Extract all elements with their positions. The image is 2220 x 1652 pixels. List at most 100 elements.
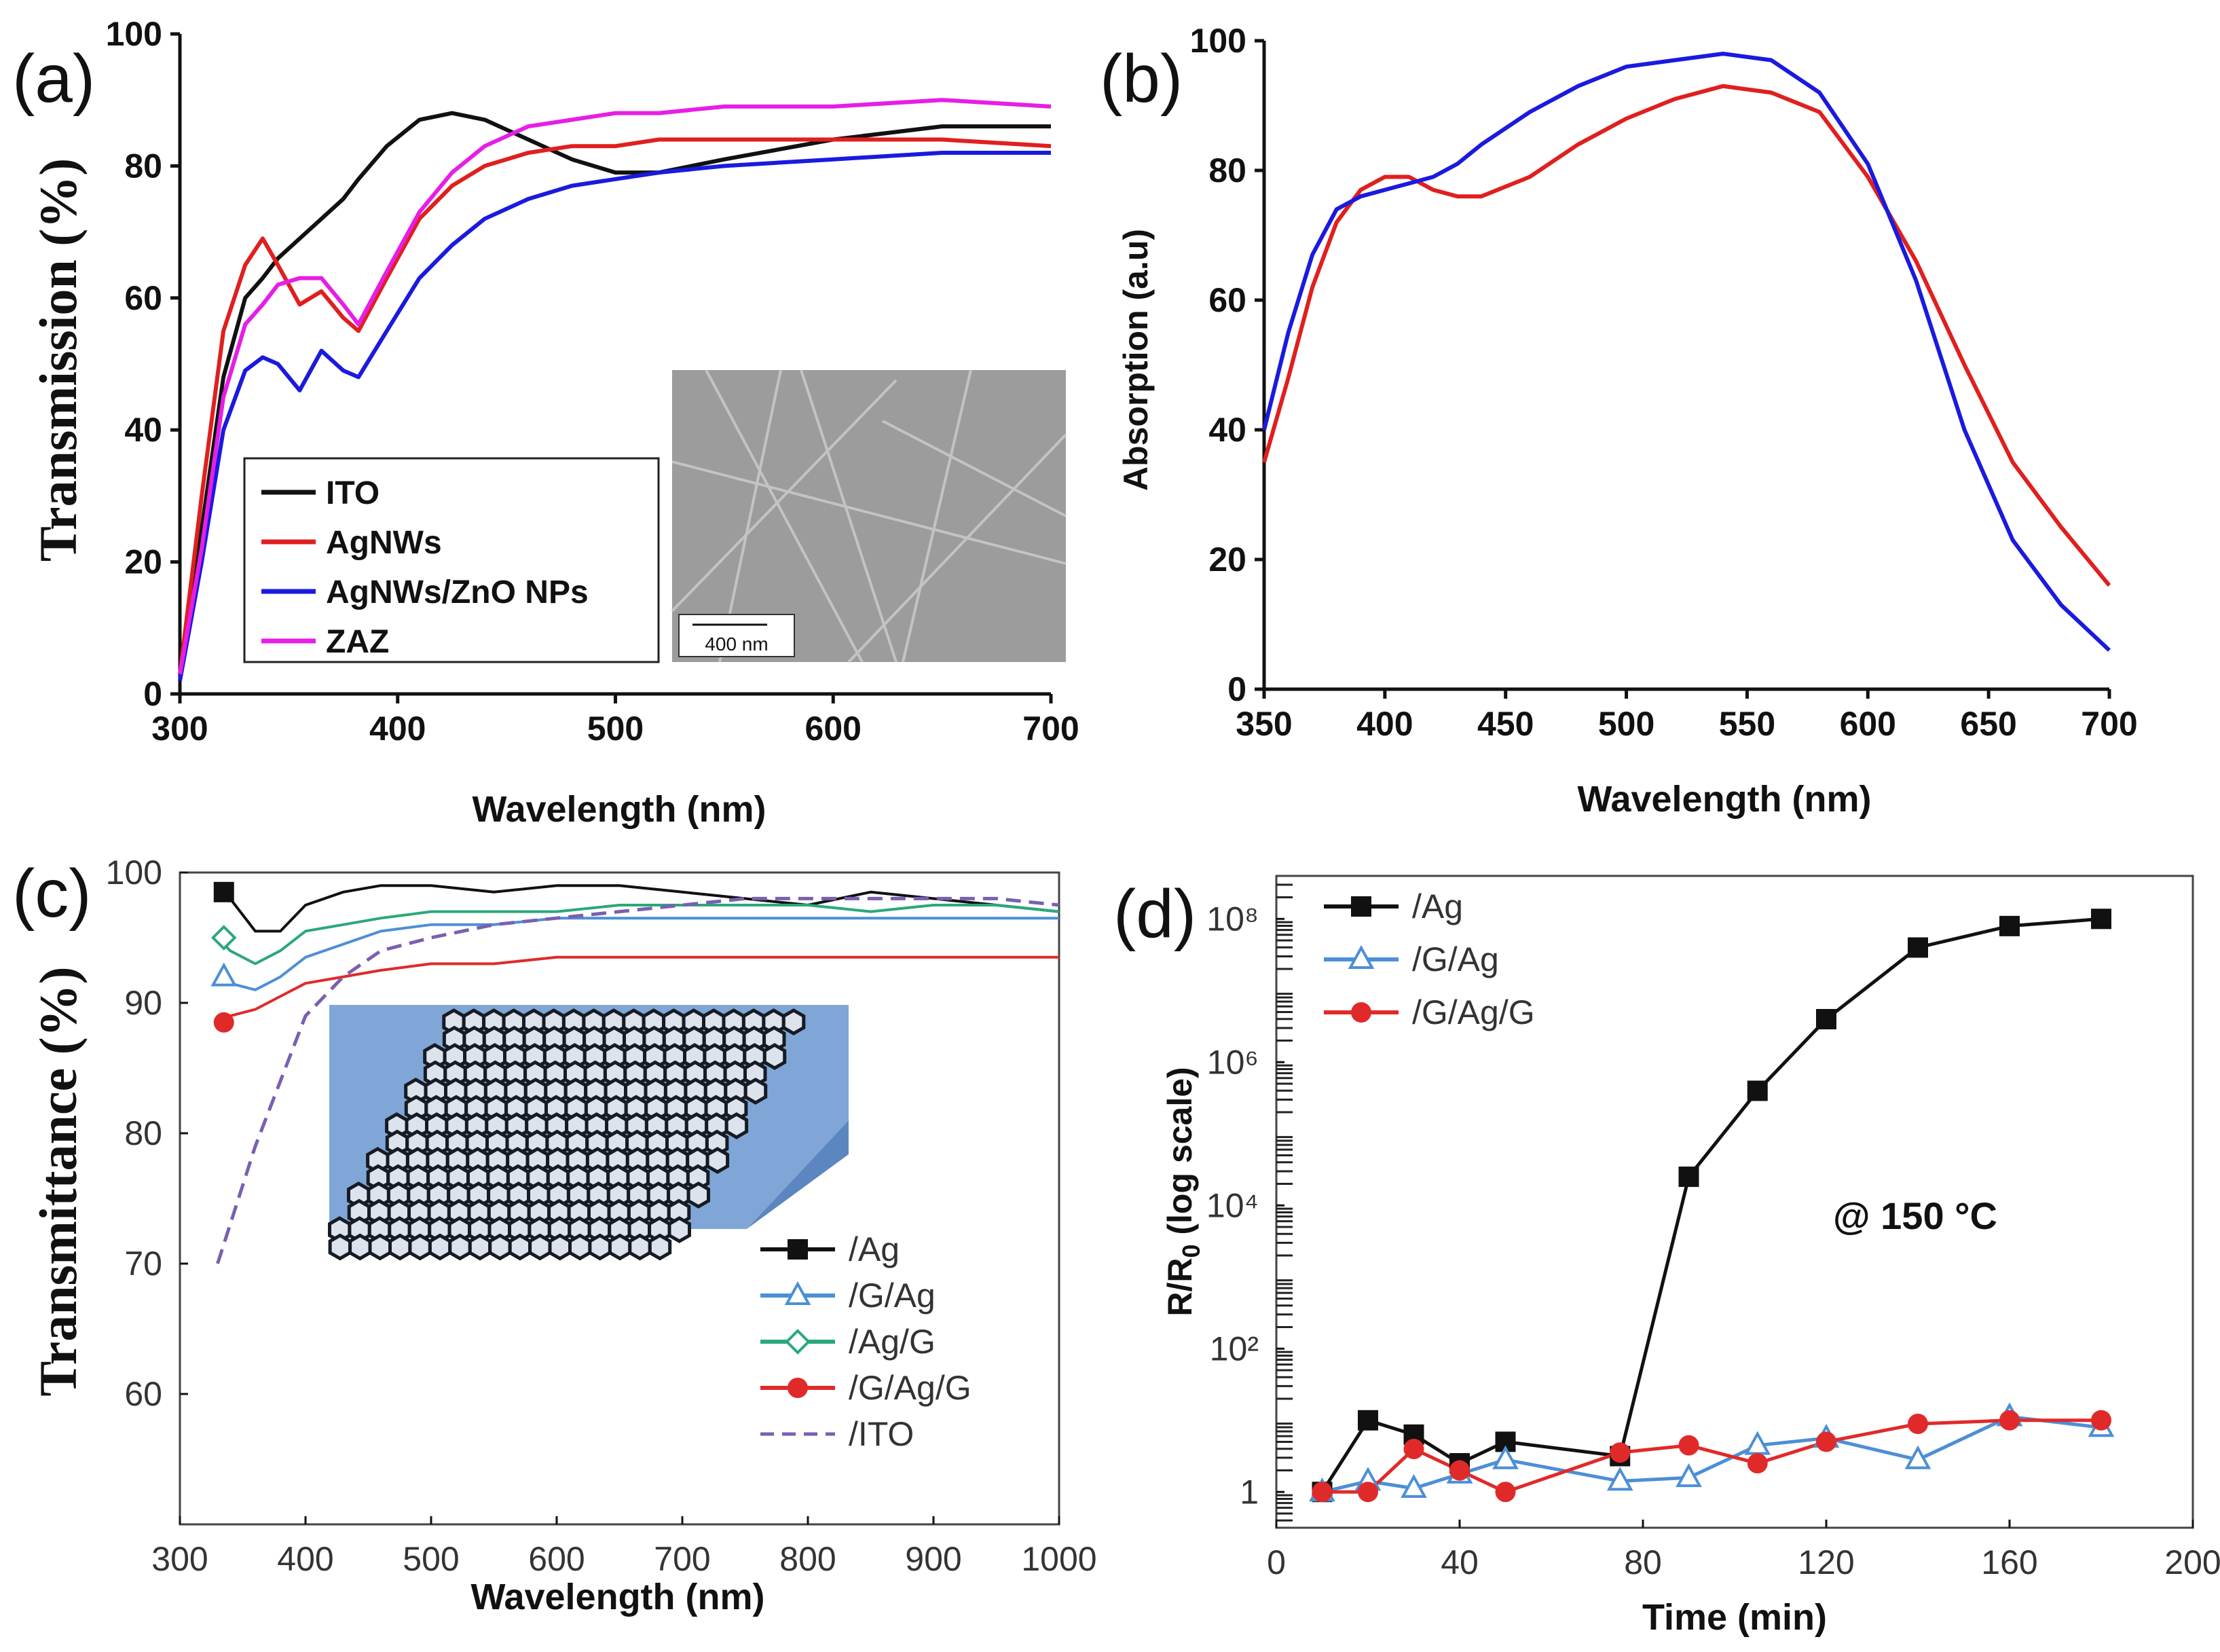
y-tick-label-c: 70: [124, 1245, 162, 1283]
x-tick-label-c: 300: [151, 1540, 208, 1578]
legend-label-d-1: /G/Ag: [1412, 940, 1499, 978]
ylabel-d: R/R0 (log scale): [1161, 1067, 1205, 1316]
data-marker-c-0: [213, 881, 234, 902]
chart-b: Wavelength (nm) Absorption (a.u) 350 400 4…: [1117, 22, 2138, 820]
x-tick-label-b: 450: [1477, 705, 1534, 743]
legend-label-a-2: AgNWs/ZnO NPs: [326, 574, 589, 610]
y-tick-label-a: 80: [124, 147, 162, 185]
data-marker-d-2: [1449, 1460, 1470, 1481]
legend-label-c-0: /Ag: [849, 1230, 900, 1268]
y-tick-label-b: 20: [1208, 540, 1246, 579]
series-line-a-0: [178, 111, 1051, 675]
legend-label-c-1: /G/Ag: [849, 1277, 936, 1315]
legend-marker-d-1: [1348, 944, 1375, 969]
data-marker-d-2: [1403, 1438, 1424, 1459]
x-tick-label-c: 900: [905, 1540, 961, 1578]
xlabel-b: Wavelength (nm): [1577, 779, 1871, 820]
legend-label-d-0: /Ag: [1412, 887, 1463, 925]
data-marker-d-2: [1358, 1482, 1378, 1503]
data-marker-d-2: [1678, 1435, 1699, 1456]
x-tick-label-a: 600: [805, 710, 862, 748]
legend-marker-c-1: [784, 1281, 811, 1305]
data-marker-d-0: [2091, 908, 2111, 930]
series-line-a-3: [178, 98, 1052, 675]
panel-label-a: (a): [12, 41, 95, 117]
data-marker-c-2: [210, 925, 237, 951]
x-tick-label-c: 400: [277, 1540, 333, 1578]
y-tick-label-b: 0: [1227, 670, 1246, 708]
x-tick-label-a: 700: [1022, 710, 1079, 748]
y-tick-label-d: 10²: [1210, 1329, 1259, 1368]
y-tick-label-a: 0: [143, 675, 162, 713]
x-tick-label-a: 300: [151, 710, 208, 748]
panel-label-d: (d): [1113, 876, 1196, 952]
data-marker-d-1: [1606, 1467, 1633, 1491]
chart-d: Time (min) R/R0 (log scale) 0 40 80 120 160 2…: [1161, 875, 2220, 1638]
data-marker-d-2: [1312, 1482, 1333, 1503]
y-tick-label-c: 90: [124, 984, 162, 1022]
x-tick-label-d: 80: [1624, 1543, 1662, 1581]
legend-label-d-2: /G/Ag/G: [1412, 993, 1535, 1031]
data-marker-d-0: [1908, 937, 1928, 958]
x-tick-label-c: 600: [528, 1540, 585, 1578]
y-tick-label-c: 80: [124, 1114, 162, 1152]
x-tick-label-d: 160: [1981, 1543, 2037, 1581]
x-tick-label-d: 120: [1798, 1543, 1854, 1581]
x-tick-label-d: 0: [1267, 1543, 1286, 1581]
x-tick-label-b: 700: [2081, 705, 2137, 743]
scale-bar-label: 400 nm: [705, 634, 768, 655]
y-tick-label-d: 10⁸: [1206, 900, 1259, 938]
data-marker-d-0: [1999, 915, 2020, 936]
legend-label-a-0: ITO: [326, 475, 380, 511]
series-line-c-1: [217, 917, 1059, 991]
series-line-c-0: [217, 884, 1060, 933]
x-tick-label-b: 350: [1236, 705, 1292, 743]
x-tick-label-b: 400: [1356, 705, 1413, 743]
data-marker-d-2: [1999, 1410, 2020, 1431]
y-tick-label-a: 40: [124, 411, 162, 449]
data-marker-c-3: [213, 1012, 234, 1033]
x-tick-label-a: 400: [369, 710, 426, 748]
legend-label-a-3: ZAZ: [326, 624, 389, 660]
y-tick-label-c: 100: [106, 853, 162, 892]
y-tick-label-d: 10⁶: [1207, 1043, 1259, 1081]
temperature-annotation: @ 150 °C: [1833, 1194, 1997, 1237]
chart-c: Wavelength (nm) Transmittance (%) 300 400…: [29, 853, 1097, 1617]
ylabel-a: Transmission (%): [29, 158, 88, 562]
y-tick-label-b: 80: [1208, 151, 1246, 189]
graphene-inset: [328, 1005, 849, 1261]
axes-frame-b: [1262, 41, 2109, 691]
legend-label-c-3: /G/Ag/G: [849, 1369, 972, 1407]
data-marker-d-1: [1904, 1445, 1931, 1469]
data-marker-d-0: [1747, 1080, 1768, 1101]
x-tick-label-b: 650: [1960, 705, 2016, 743]
x-tick-label-c: 700: [654, 1540, 710, 1578]
legend-label-a-1: AgNWs: [326, 525, 442, 561]
series-line-a-2: [178, 151, 1051, 682]
xlabel-a: Wavelength (nm): [472, 789, 766, 830]
axes-frame-c: [179, 871, 1060, 1526]
x-tick-label-b: 550: [1719, 705, 1775, 743]
axes-frame-d: [1275, 875, 2194, 1529]
ylabel-c: Transmittance (%): [29, 966, 88, 1396]
data-marker-d-1: [1401, 1473, 1427, 1498]
series-line-a-1: [178, 137, 1052, 675]
y-tick-label-a: 20: [124, 543, 162, 581]
panel-label-b: (b): [1100, 41, 1183, 117]
data-marker-d-1: [1492, 1445, 1519, 1469]
y-tick-label-b: 60: [1208, 281, 1246, 319]
y-tick-label-d: 1: [1240, 1473, 1259, 1511]
x-tick-label-a: 500: [587, 710, 644, 748]
series-line-c-3: [217, 955, 1059, 1024]
series-line-b-0: [1262, 84, 2111, 587]
legend-marker-d-2: [1351, 1002, 1371, 1023]
data-marker-d-1: [1676, 1463, 1702, 1488]
x-tick-label-d: 40: [1441, 1543, 1479, 1581]
legend-marker-c-0: [788, 1239, 808, 1260]
x-tick-label-b: 500: [1598, 705, 1654, 743]
x-tick-label-c: 1000: [1021, 1540, 1096, 1578]
sem-inset: 400 nm: [671, 369, 1067, 663]
series-line-c-4: [216, 896, 1060, 1264]
series-line-c-2: [217, 904, 1060, 966]
